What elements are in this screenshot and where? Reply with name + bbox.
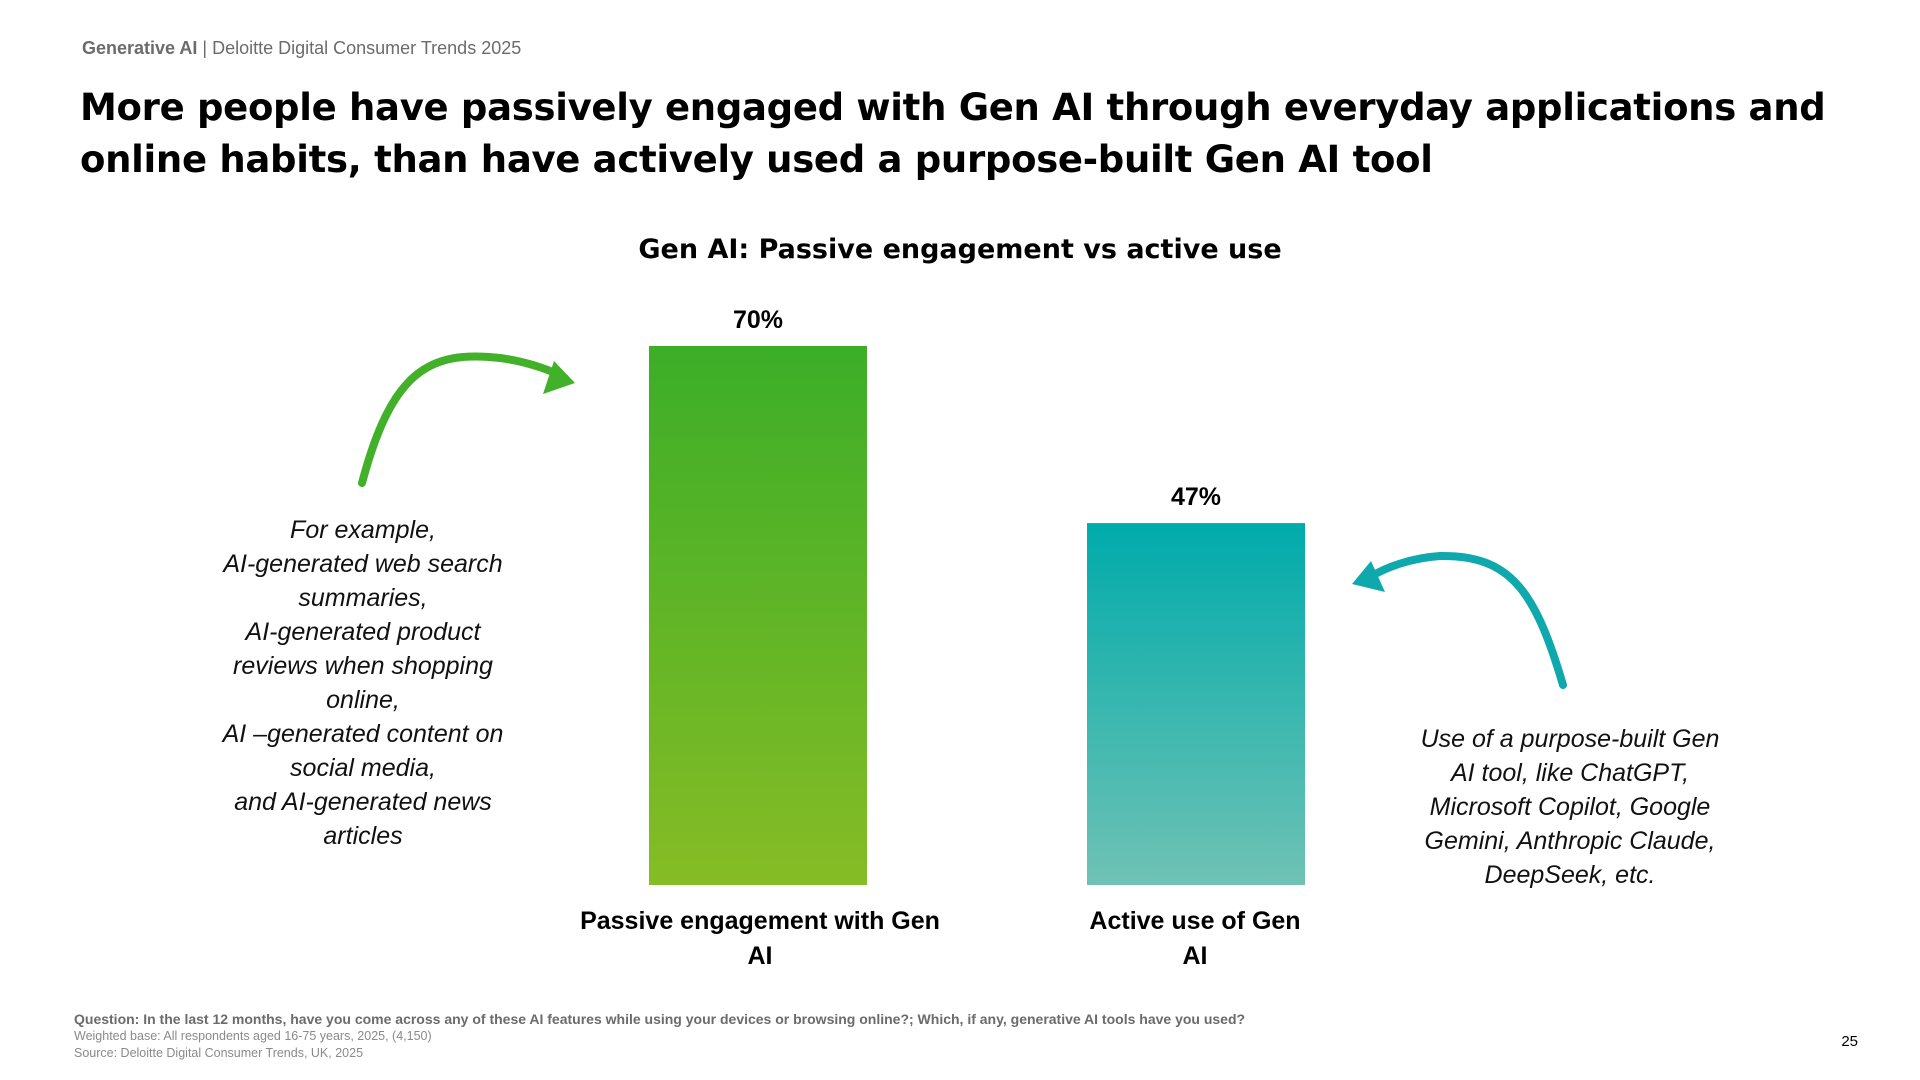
curved-arrow-icon	[358, 352, 569, 487]
active-note-line: Gemini, Anthropic Claude,	[1424, 827, 1716, 855]
survey-question: Question: In the last 12 months, have yo…	[74, 1011, 1246, 1027]
active-note-line: AI tool, like ChatGPT,	[1450, 759, 1690, 787]
category-label-active: Active use of Gen AI	[1089, 907, 1301, 970]
category-label-passive: Passive engagement with Gen AI	[580, 907, 940, 970]
passive-note-line: AI-generated web search	[223, 550, 503, 578]
passive-note-line: AI –generated content on	[222, 720, 504, 748]
arrow-head-icon	[543, 361, 575, 394]
footnote: Question: In the last 12 months, have yo…	[74, 1011, 1245, 1062]
weighted-base: Weighted base: All respondents aged 16-7…	[74, 1029, 432, 1043]
active-note-line: Microsoft Copilot, Google	[1429, 793, 1711, 821]
curved-arrow-icon	[1368, 551, 1567, 689]
page-title: More people have passively engaged with …	[80, 86, 1826, 181]
active-examples-note: Use of a purpose-built Gen AI tool, like …	[1375, 722, 1765, 892]
slide-header: Generative AI | Deloitte Digital Consume…	[82, 38, 521, 59]
page-number: 25	[1841, 1033, 1858, 1050]
arrow-head-icon	[1352, 561, 1385, 592]
passive-note-line: social media,	[290, 754, 436, 782]
source-note: Source: Deloitte Digital Consumer Trends…	[74, 1046, 364, 1060]
passive-note-line: online,	[326, 686, 400, 714]
active-note-line: Use of a purpose-built Gen	[1420, 725, 1720, 753]
passive-note-line: summaries,	[298, 584, 428, 612]
passive-examples-note: For example, AI-generated web search summa…	[188, 513, 538, 853]
bar-passive	[649, 346, 867, 885]
chart-title: Gen AI: Passive engagement vs active use	[638, 234, 1282, 265]
section-label: Generative AI	[82, 38, 198, 58]
passive-note-line: AI-generated product	[245, 618, 481, 646]
data-label: 47%	[1171, 483, 1221, 511]
bar-active	[1087, 523, 1305, 885]
passive-note-line: For example,	[290, 516, 436, 544]
active-note-line: DeepSeek, etc.	[1484, 861, 1656, 889]
passive-note-line: and AI-generated news	[234, 788, 492, 816]
report-name: Deloitte Digital Consumer Trends 2025	[212, 38, 522, 58]
passive-note-line: reviews when shopping	[233, 652, 493, 680]
header-separator: |	[197, 38, 213, 58]
data-label: 70%	[733, 306, 783, 334]
passive-note-line: articles	[323, 822, 403, 850]
